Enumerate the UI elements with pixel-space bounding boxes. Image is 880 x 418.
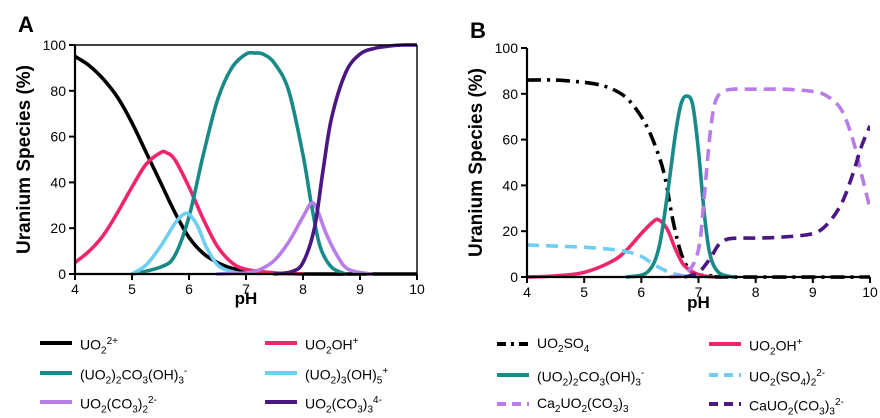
legend-label-text: UO2OH+	[749, 337, 803, 358]
legend-label: UO2OH+	[305, 336, 359, 357]
y-tick-label: 0	[510, 269, 518, 285]
x-tick-label: 7	[242, 281, 250, 297]
legend-label-text: (UO2)2CO3(OH)3-	[537, 368, 645, 389]
legend-label-text: (UO2)3(OH)5+	[305, 366, 389, 387]
legend-label: UO2OH+	[749, 337, 803, 358]
y-axis-label: Uranium Species (%)	[14, 65, 35, 254]
series-line-1	[527, 217, 715, 279]
series-line-4	[669, 87, 870, 279]
y-axis-label: Uranium Species (%)	[466, 68, 487, 257]
legend-label-text: UO2SO4	[537, 335, 590, 355]
y-tick-label: 100	[495, 40, 519, 56]
series-line-5	[683, 125, 870, 279]
y-tick-label: 80	[502, 86, 518, 102]
legend-label: UO2(CO3)34-	[305, 395, 382, 416]
x-tick-label: 5	[128, 281, 136, 297]
y-tick-label: 0	[58, 266, 66, 282]
series-lines	[75, 43, 417, 276]
x-tick-label: 8	[299, 281, 307, 297]
x-tick-label: 6	[185, 281, 193, 297]
y-tick-label: 80	[50, 83, 66, 99]
legend-label-text: UO2(CO3)22-	[80, 395, 157, 416]
series-line-2	[130, 50, 348, 276]
x-tick-label: 8	[752, 284, 760, 300]
y-tick-label: 40	[502, 177, 518, 193]
legend-label: Ca2UO2(CO3)3	[537, 395, 629, 415]
legend-label: CaUO2(CO3)32-	[749, 397, 844, 418]
panel-label: B	[470, 18, 486, 43]
series-lines	[527, 78, 870, 279]
panel-a: A 0 20 40 60 80 100 4 5 6 7 8 9 10 pH Uranium Species (…	[14, 12, 425, 308]
legend-label: (UO2)2CO3(OH)3-	[537, 368, 645, 389]
y-tick-label: 60	[50, 129, 66, 145]
panel-b: B 0 20 40 60 80 100 4 5 6 7 8 9 10 pH Uranium Species (…	[466, 18, 878, 312]
series-line-3	[130, 211, 248, 276]
legend-b: UO2SO4 UO2OH+ (UO2)2CO3(OH)3- UO2(SO4)22- Ca…	[497, 335, 844, 418]
legend-label-text: Ca2UO2(CO3)3	[537, 395, 629, 415]
x-tick-label: 4	[523, 284, 531, 300]
legend-label: UO2(SO4)22-	[749, 368, 826, 389]
y-tick-label: 20	[50, 220, 66, 236]
legend-label: UO2(CO3)22-	[80, 395, 157, 416]
x-tick-label: 9	[809, 284, 817, 300]
legend-a: UO22+ UO2OH+ (UO2)2CO3(OH)3- (UO2)3(OH)5+ UO…	[40, 336, 389, 416]
x-tick-label: 10	[862, 284, 878, 300]
y-tick-label: 20	[502, 223, 518, 239]
legend-label: (UO2)2CO3(OH)3-	[80, 366, 188, 387]
legend-label: UO2SO4	[537, 335, 590, 355]
legend-label-text: UO2OH+	[305, 336, 359, 357]
legend-label: (UO2)3(OH)5+	[305, 366, 389, 387]
series-line-1	[75, 149, 305, 276]
y-tick-label: 60	[502, 132, 518, 148]
panel-label: A	[18, 12, 34, 37]
series-line-5	[272, 43, 417, 276]
x-tick-label: 9	[356, 281, 364, 297]
legend-label-text: (UO2)2CO3(OH)3-	[80, 366, 188, 387]
legend-label-text: UO2(CO3)34-	[305, 395, 382, 416]
x-tick-label: 10	[409, 281, 425, 297]
x-axis-label: pH	[235, 289, 258, 308]
x-tick-label: 4	[71, 281, 79, 297]
legend-label-text: UO2(SO4)22-	[749, 368, 826, 389]
x-axis-label: pH	[687, 293, 710, 312]
y-tick-label: 40	[50, 174, 66, 190]
series-line-4	[215, 200, 374, 276]
legend-label-text: CaUO2(CO3)32-	[749, 397, 844, 418]
series-line-2	[625, 94, 735, 279]
x-tick-label: 7	[695, 284, 703, 300]
y-tick-label: 100	[43, 37, 67, 53]
legend-label-text: UO22+	[80, 336, 118, 357]
x-tick-label: 6	[637, 284, 645, 300]
legend-label: UO22+	[80, 336, 118, 357]
x-tick-label: 5	[580, 284, 588, 300]
series-line-0	[75, 54, 417, 276]
